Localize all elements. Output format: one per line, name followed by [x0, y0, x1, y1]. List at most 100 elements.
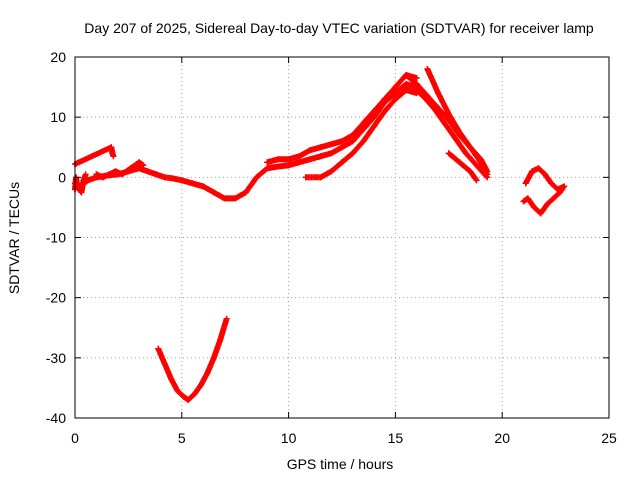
data-point — [317, 174, 324, 181]
data-point — [339, 138, 345, 145]
data-point — [204, 369, 211, 376]
data-point — [191, 390, 198, 397]
data-point — [80, 177, 87, 184]
x-tick-label: 10 — [281, 430, 297, 446]
data-point — [264, 159, 271, 166]
data-point — [210, 189, 217, 196]
data-point — [168, 375, 175, 382]
data-point — [180, 393, 187, 400]
x-tick-label: 0 — [71, 430, 79, 446]
data-point — [153, 171, 160, 178]
data-point — [317, 144, 324, 151]
data-point — [520, 198, 527, 205]
data-point — [136, 165, 143, 172]
y-tick-label: 0 — [58, 169, 66, 185]
data-point — [264, 165, 271, 172]
data-point — [403, 81, 410, 88]
data-point — [462, 150, 469, 157]
data-point — [424, 66, 431, 73]
data-point — [349, 132, 356, 139]
data-point — [535, 165, 542, 172]
x-axis-label: GPS time / hours — [287, 456, 394, 472]
data-point — [529, 168, 536, 175]
data-point — [403, 87, 410, 94]
data-point — [420, 93, 427, 100]
data-point — [78, 189, 85, 196]
series-near-zero-edge — [72, 171, 89, 196]
data-point — [381, 96, 388, 103]
series-late-upper — [522, 165, 568, 193]
data-point — [349, 138, 356, 145]
axis-ticks: 0 5 10 15 20 25 -40 -30 -20 -10 0 10 20 — [46, 49, 617, 446]
data-point — [445, 111, 452, 118]
data-point — [210, 354, 217, 361]
data-point — [409, 84, 416, 91]
data-point — [274, 156, 281, 163]
data-point — [403, 72, 410, 79]
x-tick-label: 5 — [178, 430, 186, 446]
data-point — [360, 138, 367, 145]
data-point — [392, 84, 399, 91]
data-point — [161, 360, 168, 367]
data-point — [413, 75, 420, 82]
data-point — [339, 159, 345, 166]
data-point — [524, 195, 531, 202]
data-point — [221, 195, 228, 202]
data-point — [82, 171, 89, 178]
data-point — [161, 174, 168, 181]
data-point — [435, 90, 442, 97]
data-point — [296, 159, 303, 166]
data-point — [189, 180, 196, 187]
y-tick-label: -40 — [46, 410, 66, 426]
x-tick-label: 25 — [601, 430, 617, 446]
data-point — [548, 180, 555, 187]
data-point — [371, 123, 378, 130]
data-point — [140, 162, 147, 169]
data-point — [328, 168, 335, 175]
data-point — [127, 165, 134, 172]
data-point — [174, 387, 181, 394]
data-point — [110, 153, 117, 160]
data-point — [106, 171, 113, 178]
data-point — [484, 174, 491, 181]
data-point — [430, 105, 437, 112]
data-point — [371, 108, 378, 115]
y-tick-label: 10 — [50, 109, 66, 125]
series-early-cluster — [93, 159, 147, 181]
data-point — [328, 141, 335, 148]
data-point — [445, 150, 452, 157]
data-point — [339, 144, 345, 151]
data-point — [413, 81, 420, 88]
data-point — [306, 156, 313, 163]
y-tick-label: -20 — [46, 290, 66, 306]
data-point — [178, 177, 185, 184]
data-point — [242, 189, 249, 196]
series-descent-3 — [409, 84, 491, 181]
data-point — [76, 186, 83, 193]
y-tick-label: -10 — [46, 230, 66, 246]
data-point — [99, 174, 106, 181]
data-point — [253, 174, 260, 181]
data-series — [72, 66, 568, 403]
data-point — [541, 171, 548, 178]
y-tick-label: 20 — [50, 49, 66, 65]
data-point — [537, 210, 544, 217]
data-point — [155, 345, 162, 352]
data-point — [118, 171, 125, 178]
data-point — [456, 129, 463, 136]
data-point — [306, 147, 313, 154]
data-point — [223, 315, 230, 322]
chart-title: Day 207 of 2025, Sidereal Day-to-day VTE… — [84, 20, 594, 36]
data-point — [185, 396, 192, 403]
data-point — [467, 144, 474, 151]
series-dip-arc — [155, 315, 230, 403]
series-descent-4 — [445, 150, 480, 184]
data-point — [200, 183, 207, 190]
data-point — [456, 159, 463, 166]
y-axis-label: SDTVAR / TECUs — [6, 182, 22, 294]
data-point — [144, 168, 151, 175]
data-point — [232, 195, 239, 202]
data-point — [544, 201, 551, 208]
